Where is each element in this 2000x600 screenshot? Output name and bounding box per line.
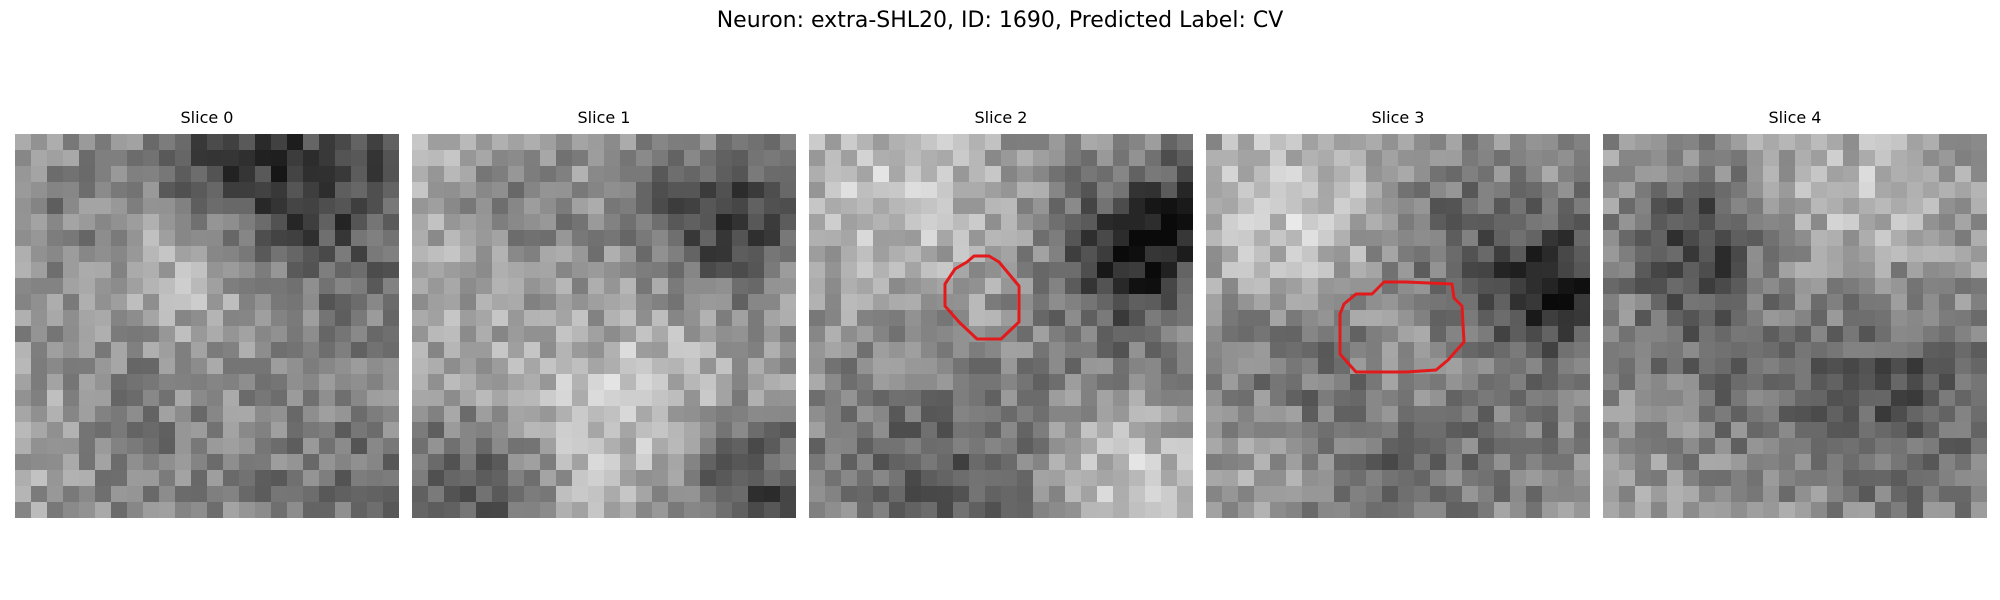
slice-title: Slice 2 [974, 108, 1028, 127]
slice-image [1603, 134, 1987, 518]
slice-image [412, 134, 796, 518]
slice-title: Slice 0 [180, 108, 234, 127]
figure-title: Neuron: extra-SHL20, ID: 1690, Predicted… [716, 8, 1284, 33]
slice-image [15, 134, 399, 518]
slice-title: Slice 3 [1371, 108, 1425, 127]
slice-title: Slice 1 [577, 108, 631, 127]
slice-image [1206, 134, 1590, 518]
slice-title: Slice 4 [1768, 108, 1822, 127]
slice-image [809, 134, 1193, 518]
